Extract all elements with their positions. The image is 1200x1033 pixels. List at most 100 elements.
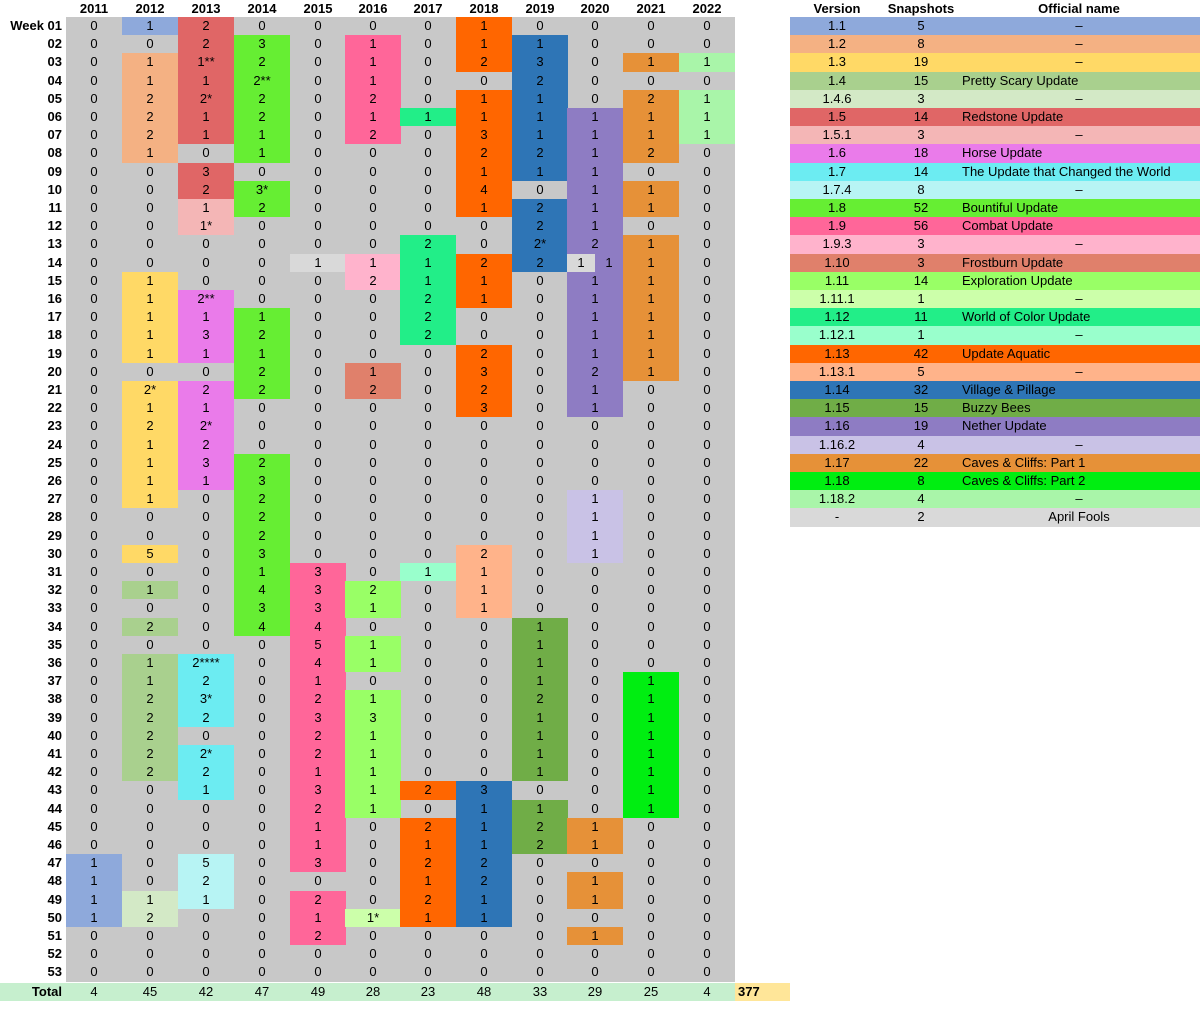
snapshot-count-cell: 0 [369,946,377,962]
week-label: 42 [47,764,62,780]
snapshot-count-cell: 0 [202,946,210,962]
snapshot-count-cell: 0 [591,746,599,761]
snapshot-count-cell: 0 [314,363,322,379]
snapshot-count-cell: 0 [90,964,98,980]
snapshot-count-cell: 0 [647,928,655,943]
snapshot-count-cell: 0 [369,145,377,161]
snapshot-count-cell: 1 [567,108,623,127]
snapshot-count-cell: 0 [703,473,711,488]
snapshot-count-cell: 0 [314,127,322,143]
snapshot-count-cell: 0 [424,764,432,780]
legend-snapshots: 56 [884,217,958,236]
snapshot-count-cell: 2 [400,290,456,309]
snapshot-count-cell: 0 [146,782,154,798]
snapshot-count-cell: 0 [258,418,266,434]
legend-snapshots: 4 [884,490,958,509]
snapshot-count-cell: 0 [591,782,599,798]
snapshot-count-cell: 0 [703,727,711,743]
snapshot-count-cell: 0 [703,655,711,670]
snapshot-count-cell: 1 [345,362,401,381]
week-label: 21 [47,382,62,397]
snapshot-count-cell: 0 [480,746,488,761]
legend-version: 1.11.1 [790,290,884,309]
snapshot-count-cell: 0 [647,873,655,889]
snapshot-count-cell: 1 [345,35,401,54]
legend-header-version: Version [813,1,861,16]
snapshot-count-cell: 2 [567,235,623,254]
snapshot-count-cell: 1 [122,326,178,345]
week-label: 32 [47,582,62,598]
snapshot-count-cell: 2 [178,763,234,782]
snapshot-count-cell: 0 [314,491,322,507]
snapshot-count-cell: 1 [512,799,568,818]
snapshot-count-cell: 0 [703,345,711,361]
snapshot-count-cell: 1 [178,781,234,800]
legend-snapshots: 4 [884,435,958,454]
snapshot-count-cell: 2 [345,381,401,400]
snapshot-count-cell: 0 [258,727,266,743]
snapshot-count-cell: 1 [567,326,623,345]
legend-snapshots: 5 [884,17,958,36]
snapshot-count-cell: 0 [202,636,210,652]
snapshot-count-cell: 0 [536,473,544,488]
snapshot-count-cell: 2* [178,417,234,436]
snapshot-count-cell: 0 [258,18,266,33]
snapshot-count-cell: 0 [146,818,154,834]
snapshot-count-cell: 1 [623,344,679,363]
snapshot-count-cell: 1 [456,17,512,36]
snapshot-count-cell: 1 [178,199,234,218]
snapshot-count-cell: 2 [400,854,456,873]
legend-official-name: Caves & Cliffs: Part 2 [958,472,1200,491]
snapshot-count-cell: 1 [567,162,623,181]
legend-version: 1.9 [790,217,884,236]
snapshot-count-cell: 0 [314,18,322,33]
snapshot-count-cell: 0 [424,964,432,980]
snapshot-count-cell: 0 [536,909,544,925]
snapshot-count-cell: 0 [424,509,432,525]
snapshot-count-cell: 2 [623,89,679,108]
snapshot-count-cell: 1 [456,799,512,818]
legend-version: 1.5 [790,108,884,127]
snapshot-count-cell: 2 [456,144,512,163]
total-cell: 28 [345,982,401,1001]
snapshot-count-cell: 0 [369,418,377,434]
snapshot-count-cell: 0 [314,873,322,889]
snapshot-count-cell: 0 [480,218,488,234]
snapshot-count-cell: 1 [122,472,178,491]
legend-version: 1.7.4 [790,180,884,199]
snapshot-count-cell: 1 [567,381,623,400]
snapshot-count-cell: 0 [703,800,711,816]
legend-snapshots: 8 [884,472,958,491]
legend-version: 1.16 [790,417,884,436]
snapshot-count-cell: 0 [536,345,544,361]
snapshot-count-cell: 0 [314,218,322,234]
snapshot-count-cell: 0 [703,873,711,889]
snapshot-count-cell: 0 [258,818,266,834]
snapshot-count-cell: 0 [424,527,432,543]
snapshot-count-cell: 0 [146,218,154,234]
snapshot-count-cell: 0 [258,964,266,980]
year-header: 2016 [358,1,388,16]
snapshot-count-cell: 1 [400,253,456,272]
snapshot-count-cell: 0 [536,491,544,507]
snapshot-count-cell: 1 [567,217,623,236]
snapshot-count-cell: 0 [314,181,322,197]
year-header: 2012 [135,1,165,16]
snapshot-count-cell: 3 [456,781,512,800]
snapshot-count-cell: 0 [480,309,488,325]
snapshot-count-cell: 2 [290,927,346,946]
legend-snapshots: 15 [884,71,958,90]
snapshot-count-cell: 0 [258,782,266,798]
snapshot-count-cell: 0 [591,673,599,689]
snapshot-count-cell: 0 [90,727,98,743]
legend-version: 1.15 [790,399,884,418]
legend-official-name: – [958,53,1200,72]
snapshot-count-cell: 1 [623,326,679,345]
week-label: 11 [48,200,62,215]
snapshot-count-cell: 0 [314,236,322,252]
snapshot-count-cell: 2 [178,435,234,454]
snapshot-count-cell: 0 [480,946,488,962]
snapshot-count-cell: 0 [703,509,711,525]
snapshot-count-cell: 1 [178,472,234,491]
snapshot-count-cell: 1 [623,180,679,199]
